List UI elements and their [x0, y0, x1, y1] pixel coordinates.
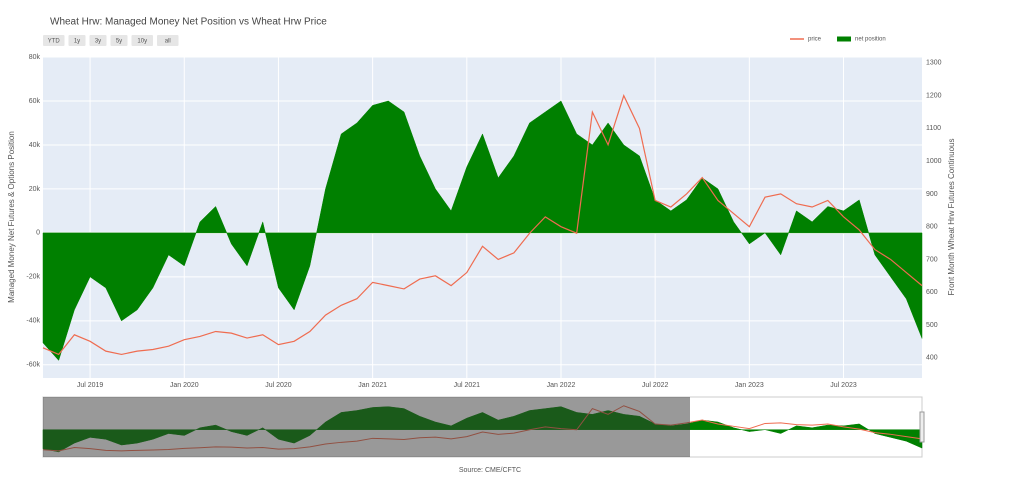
y-tick-label: 60k — [29, 98, 41, 105]
range-button-label[interactable]: 1y — [74, 39, 80, 45]
range-button-label[interactable]: 3y — [95, 39, 101, 45]
y-tick-label: -20k — [26, 274, 40, 281]
y-tick-label: 40k — [29, 142, 41, 149]
range-button[interactable] — [89, 35, 107, 46]
range-button-label[interactable]: all — [165, 39, 171, 45]
y2-tick-label: 700 — [926, 256, 938, 263]
x-tick-label: Jul 2020 — [265, 382, 292, 389]
y-tick-label: 20k — [29, 186, 41, 193]
x-tick-label: Jan 2022 — [547, 382, 576, 389]
y2-tick-label: 1200 — [926, 92, 942, 99]
y-tick-label: -40k — [26, 318, 40, 325]
x-tick-label: Jan 2020 — [170, 382, 199, 389]
chart-title: Wheat Hrw: Managed Money Net Position vs… — [50, 17, 327, 28]
range-button[interactable] — [110, 35, 128, 46]
range-button[interactable] — [68, 35, 86, 46]
x-tick-label: Jul 2021 — [454, 382, 481, 389]
x-tick-label: Jul 2023 — [830, 382, 857, 389]
y-axis-title: Managed Money Net Futures & Options Posi… — [7, 131, 16, 303]
y2-tick-label: 1300 — [926, 60, 942, 67]
range-slider-handle[interactable] — [919, 411, 925, 443]
y2-tick-label: 500 — [926, 322, 938, 329]
y2-tick-label: 1000 — [926, 158, 942, 165]
y2-tick-label: 900 — [926, 191, 938, 198]
range-button-label[interactable]: 10y — [137, 39, 147, 45]
y-tick-label: -60k — [26, 362, 40, 369]
range-button-label[interactable]: 5y — [116, 39, 122, 45]
y-tick-label: 0 — [36, 230, 40, 237]
range-button[interactable] — [43, 35, 65, 46]
range-slider-mask — [43, 397, 690, 457]
x-tick-label: Jan 2021 — [358, 382, 387, 389]
legend-label: net position — [855, 37, 886, 43]
x-tick-label: Jul 2019 — [77, 382, 104, 389]
source-note: Source: CME/CFTC — [459, 467, 521, 474]
net-position-area — [42, 100, 923, 361]
range-button[interactable] — [157, 35, 179, 46]
y2-tick-label: 600 — [926, 289, 938, 296]
y2-tick-label: 800 — [926, 224, 938, 231]
x-tick-label: Jan 2023 — [735, 382, 764, 389]
y2-tick-label: 1100 — [926, 125, 941, 132]
range-button-label[interactable]: YTD — [48, 39, 61, 45]
legend-label: price — [808, 37, 822, 43]
x-tick-label: Jul 2022 — [642, 382, 669, 389]
price-line — [42, 94, 923, 356]
range-button[interactable] — [131, 35, 154, 46]
y-tick-label: 80k — [29, 54, 41, 61]
y2-axis-title: Front Month Wheat Hrw Futures Continuous — [947, 139, 956, 296]
y2-tick-label: 400 — [926, 355, 938, 362]
